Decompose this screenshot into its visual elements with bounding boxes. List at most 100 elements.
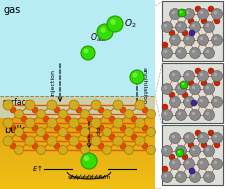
- Bar: [0, 148, 155, 149]
- Bar: [0, 181, 155, 182]
- Bar: [0, 150, 155, 151]
- Bar: [0, 127, 155, 128]
- Circle shape: [54, 107, 60, 113]
- Circle shape: [135, 118, 145, 128]
- Circle shape: [206, 112, 209, 115]
- Bar: [0, 152, 155, 153]
- Bar: [0, 130, 155, 131]
- Bar: [162, 125, 223, 185]
- Text: injection: injection: [50, 68, 55, 95]
- Circle shape: [200, 161, 203, 164]
- Circle shape: [189, 146, 200, 156]
- Circle shape: [206, 86, 209, 89]
- Circle shape: [180, 81, 188, 89]
- Bar: [0, 164, 155, 165]
- Circle shape: [109, 134, 115, 140]
- Bar: [0, 157, 155, 158]
- Circle shape: [81, 153, 97, 169]
- Bar: [0, 123, 155, 124]
- Circle shape: [36, 146, 45, 154]
- Bar: [0, 158, 155, 159]
- Circle shape: [81, 109, 90, 119]
- Circle shape: [169, 132, 180, 143]
- Circle shape: [176, 146, 187, 156]
- Circle shape: [58, 109, 68, 119]
- Circle shape: [200, 11, 203, 14]
- Circle shape: [131, 134, 137, 140]
- Circle shape: [203, 22, 214, 33]
- Circle shape: [214, 18, 220, 24]
- Circle shape: [36, 128, 45, 136]
- Circle shape: [169, 92, 175, 98]
- Circle shape: [10, 143, 16, 149]
- Circle shape: [43, 134, 49, 140]
- Bar: [0, 187, 155, 188]
- Circle shape: [65, 134, 71, 140]
- Circle shape: [189, 47, 200, 59]
- Bar: [0, 183, 155, 184]
- Circle shape: [169, 70, 180, 81]
- Circle shape: [203, 171, 214, 183]
- Bar: [0, 156, 155, 157]
- Circle shape: [189, 171, 200, 183]
- Circle shape: [164, 148, 167, 151]
- Circle shape: [214, 80, 220, 86]
- Bar: [0, 160, 155, 161]
- Circle shape: [214, 161, 217, 164]
- Circle shape: [98, 125, 104, 131]
- Circle shape: [200, 73, 203, 76]
- Bar: [0, 179, 155, 180]
- Circle shape: [164, 112, 167, 115]
- Circle shape: [47, 100, 57, 110]
- Circle shape: [212, 70, 223, 81]
- Circle shape: [198, 159, 209, 170]
- Bar: [0, 147, 155, 148]
- Circle shape: [162, 84, 173, 94]
- Circle shape: [131, 116, 137, 122]
- Circle shape: [172, 99, 175, 102]
- Circle shape: [178, 174, 181, 177]
- Circle shape: [186, 161, 189, 164]
- Circle shape: [192, 50, 195, 53]
- Circle shape: [176, 149, 184, 157]
- Circle shape: [91, 100, 101, 110]
- Circle shape: [98, 143, 104, 149]
- Circle shape: [198, 132, 209, 143]
- Circle shape: [200, 135, 203, 138]
- Circle shape: [189, 168, 195, 174]
- Circle shape: [208, 130, 214, 136]
- Circle shape: [206, 50, 209, 53]
- Circle shape: [212, 97, 223, 108]
- Circle shape: [189, 30, 195, 36]
- Circle shape: [32, 143, 38, 149]
- Circle shape: [54, 143, 60, 149]
- Circle shape: [103, 128, 112, 136]
- Circle shape: [212, 35, 223, 46]
- Circle shape: [192, 148, 195, 151]
- Circle shape: [146, 109, 155, 119]
- Circle shape: [169, 97, 180, 108]
- Circle shape: [113, 100, 123, 110]
- Circle shape: [169, 154, 175, 160]
- Circle shape: [214, 73, 217, 76]
- Circle shape: [176, 47, 187, 59]
- Circle shape: [178, 112, 181, 115]
- Circle shape: [192, 86, 195, 89]
- Circle shape: [201, 80, 207, 86]
- Bar: [0, 166, 155, 167]
- Circle shape: [208, 6, 214, 12]
- Circle shape: [164, 24, 167, 27]
- Circle shape: [180, 11, 182, 13]
- Circle shape: [110, 19, 116, 25]
- Circle shape: [178, 86, 181, 89]
- Bar: [0, 141, 155, 142]
- Circle shape: [162, 22, 173, 33]
- Circle shape: [198, 35, 209, 46]
- Circle shape: [3, 136, 13, 146]
- Circle shape: [84, 156, 89, 161]
- Circle shape: [164, 86, 167, 89]
- Circle shape: [69, 136, 79, 146]
- Circle shape: [184, 97, 194, 108]
- Bar: [0, 118, 155, 119]
- Circle shape: [195, 6, 201, 12]
